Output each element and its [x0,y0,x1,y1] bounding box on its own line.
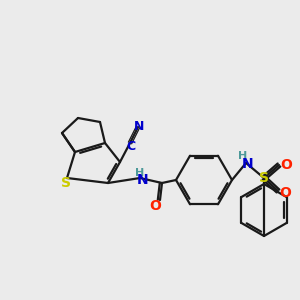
Text: O: O [280,158,292,172]
Text: H: H [238,151,247,161]
Text: C: C [126,140,136,152]
Text: N: N [242,157,254,171]
Text: H: H [135,168,145,178]
Text: O: O [279,186,291,200]
Text: S: S [61,176,71,190]
Text: S: S [259,171,269,185]
Text: N: N [137,173,149,187]
Text: N: N [134,119,144,133]
Text: O: O [149,199,161,213]
